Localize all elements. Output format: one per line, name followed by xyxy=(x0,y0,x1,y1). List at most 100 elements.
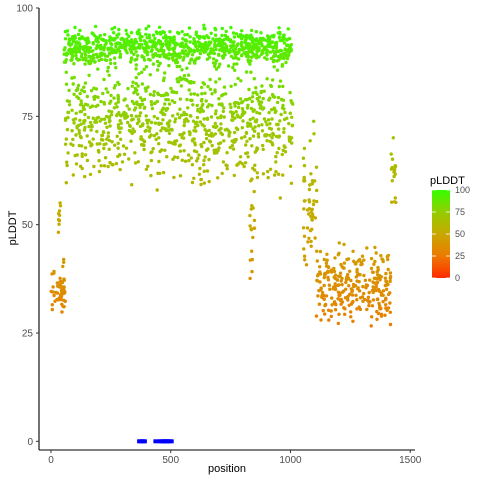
data-point xyxy=(250,51,255,55)
data-point xyxy=(127,157,131,161)
data-point xyxy=(77,41,81,45)
x-axis-title: position xyxy=(208,463,246,475)
data-point xyxy=(157,25,162,29)
data-point xyxy=(182,45,186,49)
data-point xyxy=(86,115,91,120)
data-point xyxy=(257,124,261,128)
blue-marker xyxy=(167,439,174,444)
data-point xyxy=(132,91,136,95)
data-point xyxy=(74,111,78,116)
data-point xyxy=(97,58,101,63)
data-point xyxy=(74,40,78,44)
data-point xyxy=(369,324,373,328)
data-point xyxy=(277,26,281,30)
data-point xyxy=(102,164,107,168)
data-point xyxy=(199,177,203,182)
data-point xyxy=(128,47,132,51)
data-point xyxy=(168,119,172,123)
data-point xyxy=(218,62,222,66)
data-point xyxy=(80,154,84,159)
data-point xyxy=(151,62,156,66)
data-point xyxy=(70,35,75,39)
data-point xyxy=(142,106,147,110)
data-point xyxy=(199,106,203,110)
data-point xyxy=(159,32,163,36)
data-point xyxy=(322,275,326,280)
data-point xyxy=(135,88,139,93)
data-point xyxy=(83,44,88,49)
data-point xyxy=(302,146,307,151)
data-point xyxy=(79,109,84,114)
data-point xyxy=(338,293,342,297)
data-point xyxy=(217,142,221,146)
data-point xyxy=(342,242,346,247)
data-point xyxy=(68,47,73,51)
data-point xyxy=(99,47,103,51)
data-point xyxy=(98,119,102,123)
data-point xyxy=(104,114,109,119)
data-point xyxy=(92,56,96,61)
data-point xyxy=(267,126,272,130)
data-point xyxy=(107,116,111,120)
data-point xyxy=(138,111,143,115)
data-point xyxy=(381,289,386,293)
data-point xyxy=(100,133,105,138)
data-point xyxy=(201,49,206,53)
data-point xyxy=(122,40,126,44)
data-point xyxy=(302,163,307,168)
data-point xyxy=(115,134,119,138)
data-point xyxy=(274,134,279,139)
data-point xyxy=(278,196,282,200)
data-point xyxy=(377,289,382,293)
data-point xyxy=(135,54,140,58)
data-point xyxy=(55,291,60,295)
data-point xyxy=(369,266,374,271)
data-point xyxy=(64,181,69,185)
data-point xyxy=(227,132,231,136)
legend-tick-label: 50 xyxy=(455,229,465,239)
data-point xyxy=(231,56,236,60)
data-point xyxy=(62,305,66,309)
data-point xyxy=(277,127,281,131)
data-point xyxy=(213,64,217,69)
data-point xyxy=(232,138,237,142)
data-point xyxy=(222,85,227,89)
data-point xyxy=(57,209,62,213)
data-point xyxy=(289,99,293,103)
data-point xyxy=(132,52,136,57)
data-point xyxy=(265,53,269,57)
data-point xyxy=(148,58,152,62)
data-point xyxy=(102,117,107,121)
data-point xyxy=(85,134,89,138)
data-point xyxy=(267,98,271,102)
data-point xyxy=(202,140,206,145)
data-point xyxy=(107,138,112,143)
data-point xyxy=(199,143,203,147)
data-point xyxy=(63,118,68,122)
data-point xyxy=(146,50,150,54)
data-point xyxy=(162,76,166,80)
data-point xyxy=(94,52,99,57)
data-point xyxy=(266,175,270,180)
data-point xyxy=(141,122,145,126)
data-point xyxy=(346,257,351,261)
data-point xyxy=(159,48,163,53)
data-point xyxy=(214,67,219,71)
data-point xyxy=(131,43,136,47)
data-point xyxy=(188,40,192,44)
data-point xyxy=(106,47,111,52)
data-point xyxy=(392,200,397,204)
data-point xyxy=(117,32,121,36)
data-point xyxy=(80,152,84,156)
data-point xyxy=(310,227,314,231)
data-point xyxy=(255,146,259,150)
data-point xyxy=(337,312,341,316)
data-point xyxy=(383,276,388,280)
data-point xyxy=(276,54,281,59)
data-point xyxy=(182,131,186,135)
data-point xyxy=(167,102,172,106)
data-point xyxy=(79,99,83,103)
data-point xyxy=(159,129,163,133)
data-point xyxy=(157,159,161,164)
data-point xyxy=(85,94,90,99)
